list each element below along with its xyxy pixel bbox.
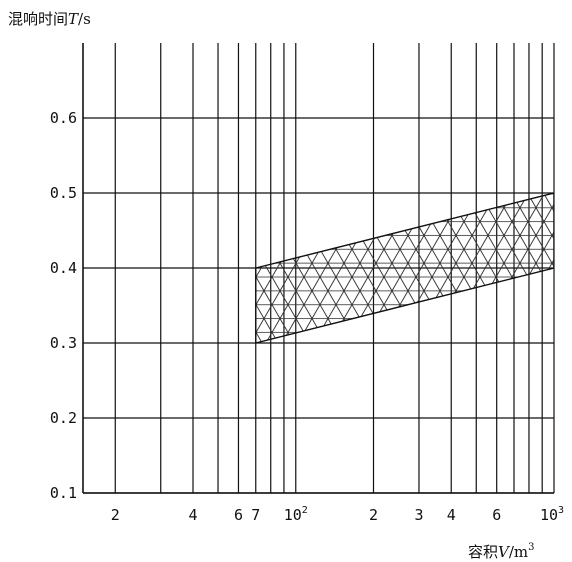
y-tick-label: 0.1 bbox=[50, 484, 77, 502]
x-tick-label: 6 bbox=[492, 506, 501, 524]
band-area bbox=[255, 192, 554, 344]
x-tick-label: 103 bbox=[540, 505, 564, 524]
x-axis-title: 容积V/m3 bbox=[468, 542, 535, 561]
x-tick-label: 4 bbox=[447, 506, 456, 524]
y-tick-label: 0.2 bbox=[50, 409, 77, 427]
plot-frame bbox=[82, 43, 554, 494]
y-tick-label: 0.4 bbox=[50, 259, 77, 277]
y-tick-label: 0.6 bbox=[50, 109, 77, 127]
y-tick-labels: 0.1 0.2 0.3 0.4 0.5 0.6 bbox=[50, 109, 77, 502]
x-tick-label: 7 bbox=[251, 506, 260, 524]
y-axis-title: 混响时间T/s bbox=[8, 10, 91, 28]
reverberation-band bbox=[255, 192, 554, 344]
x-tick-label: 2 bbox=[111, 506, 120, 524]
x-tick-label: 2 bbox=[369, 506, 378, 524]
x-tick-labels: 2 4 6 7 102 2 3 4 6 103 bbox=[111, 505, 564, 524]
x-tick-label: 102 bbox=[284, 505, 308, 524]
y-tick-label: 0.3 bbox=[50, 334, 77, 352]
x-tick-label: 4 bbox=[188, 506, 197, 524]
y-tick-label: 0.5 bbox=[50, 184, 77, 202]
x-tick-label: 6 bbox=[234, 506, 243, 524]
x-tick-label: 3 bbox=[414, 506, 423, 524]
